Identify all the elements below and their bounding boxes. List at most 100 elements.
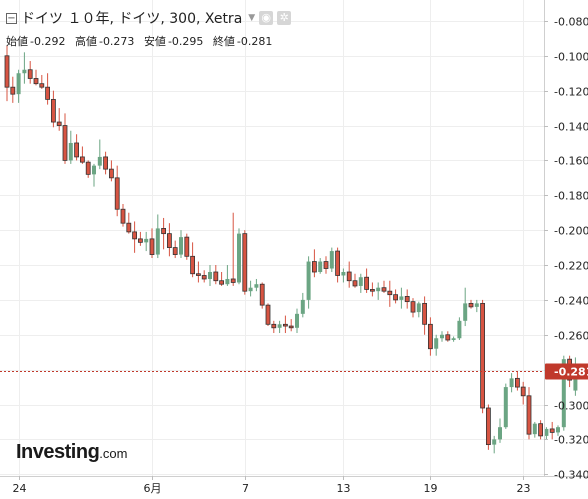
candle [10,76,16,103]
x-tick-label: 13 [337,482,351,495]
x-tick-label: 7 [242,482,249,495]
candle-body [335,250,341,276]
candle [56,108,62,131]
candle [451,336,456,342]
y-tick-label: -0.100 [554,51,588,64]
eye-icon[interactable]: ◉ [259,11,274,25]
candle-body [515,377,520,388]
candle-body [166,233,172,248]
candle-body [364,276,370,290]
y-tick-label: -0.120 [554,86,588,99]
candle [288,319,294,332]
candle-body [45,86,50,100]
candle-body [503,387,508,428]
y-tick-label: -0.260 [554,330,588,343]
candle-body [56,121,62,126]
candle-body [288,325,294,329]
candle-body [277,324,282,328]
x-tick-label: 24 [13,482,27,495]
candle [410,298,416,318]
candle [132,221,138,253]
candle-body [103,156,108,170]
candle-body [352,280,358,287]
candle-body [468,302,474,308]
candle-body [318,261,323,272]
candle-body [74,142,79,158]
x-tick-label: 6月 [144,482,162,495]
candle [195,261,201,283]
gear-icon[interactable]: ✲ [277,11,292,25]
candle [161,217,167,250]
candle-body [10,86,16,95]
candle [323,256,329,274]
candle-body [259,283,265,306]
candle [33,69,39,86]
candle-body [474,303,479,307]
collapse-icon[interactable]: − [6,12,17,24]
candle-body [410,301,416,313]
candle-body [132,231,138,240]
candle [300,292,305,318]
candle-body [27,69,33,79]
candle-body [549,428,555,433]
candle-body [440,334,444,339]
candle-body [532,423,537,435]
y-tick-label: -0.140 [554,121,588,134]
candle [201,270,207,283]
candle-body [538,423,543,437]
candle [184,233,190,260]
candle-body [387,290,393,296]
candle [16,69,21,103]
candle-body [230,278,236,283]
candle [440,331,444,342]
investing-logo: Investing.com [16,441,127,464]
candle-body [190,255,196,275]
x-tick-label: 23 [517,482,531,495]
y-tick-label: -0.200 [554,225,588,238]
candle [364,268,370,293]
candle [306,256,311,309]
candle [230,212,236,286]
candle-body [271,323,277,329]
candle-body [213,271,219,282]
candle-body [434,338,439,349]
candle-body [295,313,299,328]
y-tick-label: -0.220 [554,260,588,273]
candle [346,261,352,288]
candle-body [4,55,10,88]
candle [237,228,241,285]
candle [62,113,68,164]
candle [254,278,259,292]
candle-body [80,156,85,163]
candle-body [144,238,149,243]
candle [144,231,149,252]
open-value: -0.292 [30,35,66,48]
candle-body [282,323,288,327]
candle-body [155,228,160,255]
candle [219,272,225,286]
candle [474,299,479,313]
candle-body [300,299,305,314]
candle-body [242,233,248,292]
title-dropdown-icon[interactable]: ▼ [248,13,256,23]
candle-body [248,287,253,292]
candle [311,249,317,278]
candle-body [526,395,532,435]
candle [352,273,358,288]
candle [4,45,10,102]
candle [515,371,520,391]
candle-body [51,98,56,123]
candle-body [329,251,334,269]
candle-body [184,236,190,257]
candle [532,421,537,438]
candle-body [381,287,387,292]
logo-main-text: Investing [16,441,100,463]
candle-body [265,304,271,325]
candle [242,230,248,295]
candle [416,301,421,318]
candle-body [573,371,578,391]
candle-body [451,338,456,340]
candle [556,425,560,436]
candle [45,73,50,105]
